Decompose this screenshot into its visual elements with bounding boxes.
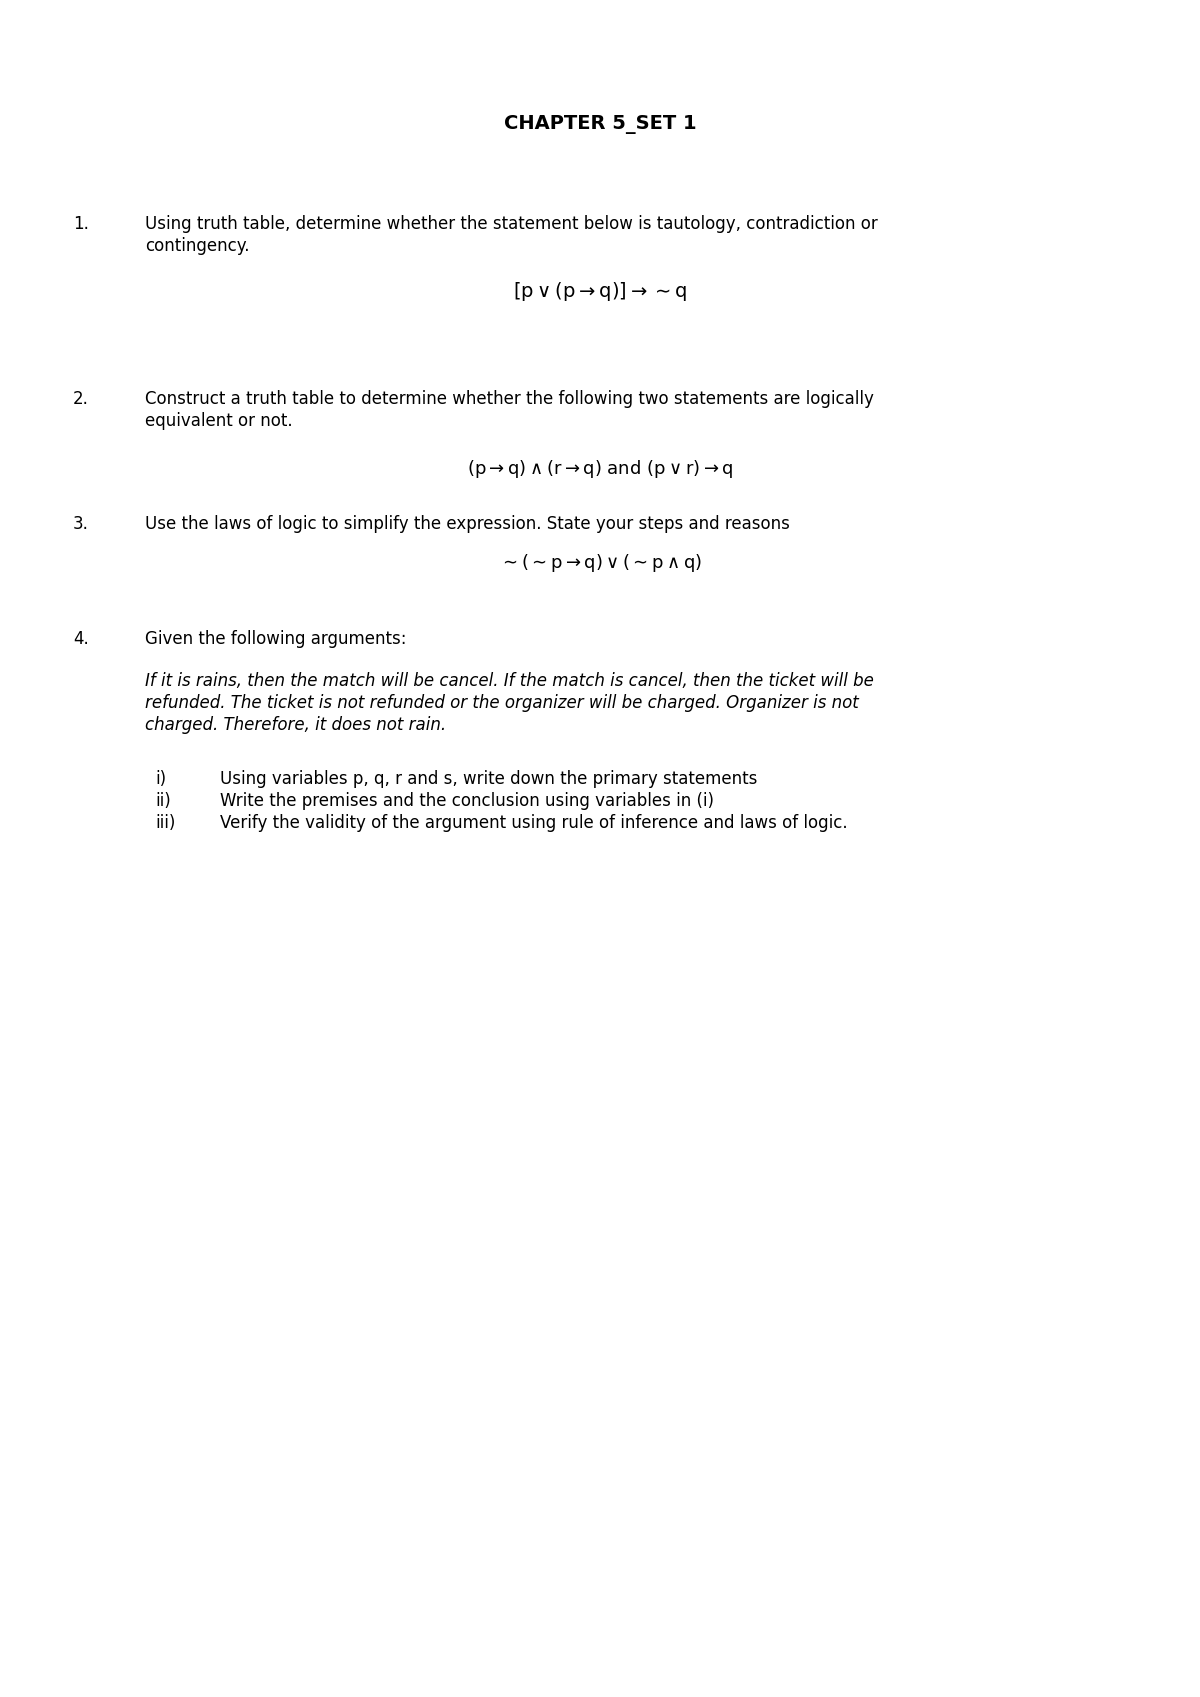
Text: If it is rains, then the match will be cancel. If the match is cancel, then the : If it is rains, then the match will be c… xyxy=(145,672,874,691)
Text: Verify the validity of the argument using rule of inference and laws of logic.: Verify the validity of the argument usin… xyxy=(220,815,847,832)
Text: charged. Therefore, it does not rain.: charged. Therefore, it does not rain. xyxy=(145,716,446,735)
Text: Use the laws of logic to simplify the expression. State your steps and reasons: Use the laws of logic to simplify the ex… xyxy=(145,514,790,533)
Text: Construct a truth table to determine whether the following two statements are lo: Construct a truth table to determine whe… xyxy=(145,390,874,407)
Text: ii): ii) xyxy=(155,792,170,809)
Text: 3.: 3. xyxy=(73,514,89,533)
Text: Given the following arguments:: Given the following arguments: xyxy=(145,630,407,648)
Text: 2.: 2. xyxy=(73,390,89,407)
Text: refunded. The ticket is not refunded or the organizer will be charged. Organizer: refunded. The ticket is not refunded or … xyxy=(145,694,859,713)
Text: iii): iii) xyxy=(155,815,175,832)
Text: 4.: 4. xyxy=(73,630,89,648)
Text: CHAPTER 5_SET 1: CHAPTER 5_SET 1 xyxy=(504,115,696,134)
Text: $\left[\mathrm{p}\vee(\mathrm{p}\rightarrow\mathrm{q})\right]\rightarrow{\sim}\m: $\left[\mathrm{p}\vee(\mathrm{p}\rightar… xyxy=(514,280,686,304)
Text: ${\sim}({\sim}\mathrm{p}\rightarrow\mathrm{q})\vee({\sim}\mathrm{p}\wedge\mathrm: ${\sim}({\sim}\mathrm{p}\rightarrow\math… xyxy=(498,552,702,574)
Text: equivalent or not.: equivalent or not. xyxy=(145,412,293,429)
Text: i): i) xyxy=(155,770,166,787)
Text: Write the premises and the conclusion using variables in (i): Write the premises and the conclusion us… xyxy=(220,792,714,809)
Text: $(\mathrm{p}\rightarrow\mathrm{q})\wedge(\mathrm{r}\rightarrow\mathrm{q})$ and $: $(\mathrm{p}\rightarrow\mathrm{q})\wedge… xyxy=(467,458,733,480)
Text: Using variables p, q, r and s, write down the primary statements: Using variables p, q, r and s, write dow… xyxy=(220,770,757,787)
Text: 1.: 1. xyxy=(73,216,89,232)
Text: contingency.: contingency. xyxy=(145,238,250,255)
Text: Using truth table, determine whether the statement below is tautology, contradic: Using truth table, determine whether the… xyxy=(145,216,877,232)
